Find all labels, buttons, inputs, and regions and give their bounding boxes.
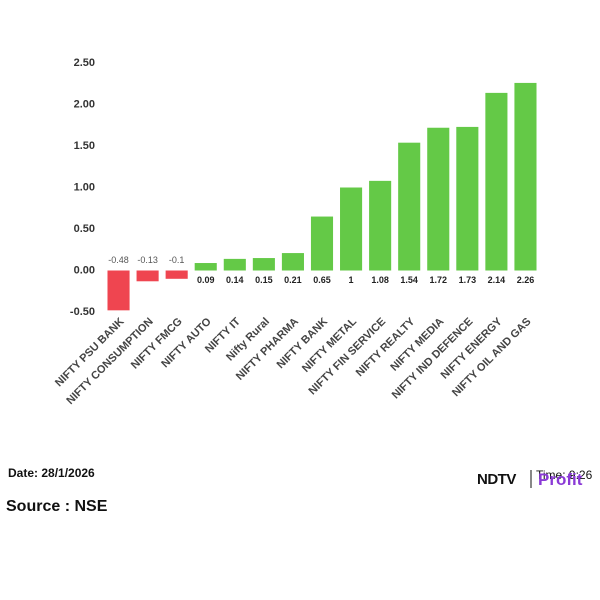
value-label: 2.26 <box>517 275 535 285</box>
bar <box>456 126 479 271</box>
value-label: 2.14 <box>488 275 506 285</box>
bar <box>165 270 188 279</box>
y-tick-label: 0.50 <box>74 223 95 235</box>
value-label: 1 <box>349 275 354 285</box>
value-label: 1.72 <box>430 275 448 285</box>
bar <box>107 270 130 311</box>
bar <box>281 253 304 271</box>
bar <box>340 187 363 271</box>
value-label: -0.1 <box>169 255 185 265</box>
value-label: 1.08 <box>371 275 389 285</box>
value-label: 0.65 <box>313 275 331 285</box>
value-label: 0.21 <box>284 275 302 285</box>
value-label: 0.09 <box>197 275 215 285</box>
y-tick-label: 1.00 <box>74 181 95 193</box>
brand-sub: Profit <box>538 470 583 489</box>
bar <box>514 82 537 271</box>
bar <box>398 142 421 271</box>
value-label: -0.13 <box>137 255 158 265</box>
value-label: 0.15 <box>255 275 273 285</box>
value-label: -0.48 <box>108 255 129 265</box>
bar <box>310 216 334 271</box>
source: Source : NSE <box>6 498 108 515</box>
date: Date: 28/1/2026 <box>8 466 95 480</box>
bar <box>136 270 159 282</box>
y-tick-label: 1.50 <box>74 140 95 152</box>
y-tick-label: -0.50 <box>70 306 95 318</box>
bar <box>427 127 450 271</box>
value-label: 1.54 <box>400 275 418 285</box>
y-tick-label: 0.00 <box>74 264 95 276</box>
brand: NDTV <box>477 471 516 488</box>
value-label: 0.14 <box>226 275 244 285</box>
y-tick-label: 2.00 <box>74 98 95 110</box>
bar <box>485 92 508 271</box>
value-label: 1.73 <box>459 275 477 285</box>
y-tick-label: 2.50 <box>74 57 95 69</box>
time: Time: 9:26 <box>536 468 593 482</box>
bar <box>252 258 275 271</box>
bar <box>369 180 392 271</box>
bar <box>223 258 246 271</box>
bar <box>194 263 217 271</box>
